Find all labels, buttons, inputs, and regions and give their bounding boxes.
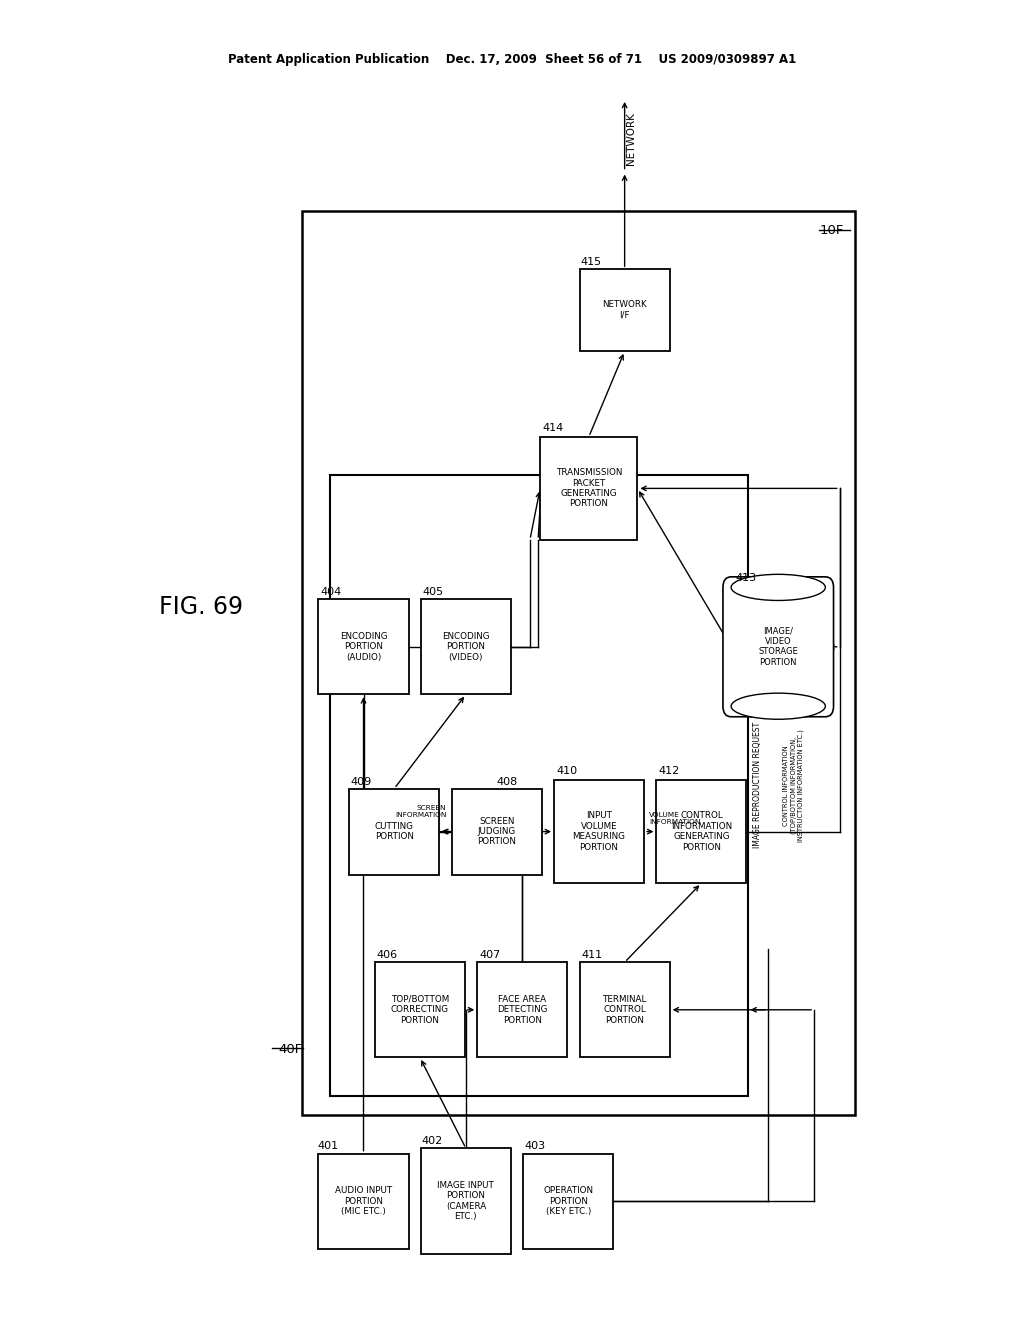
Text: 414: 414 (543, 422, 564, 433)
FancyBboxPatch shape (580, 962, 670, 1057)
Text: 413: 413 (735, 573, 757, 583)
FancyBboxPatch shape (452, 788, 542, 874)
Text: INPUT
VOLUME
MEASURING
PORTION: INPUT VOLUME MEASURING PORTION (572, 812, 626, 851)
Text: SCREEN
JUDGING
PORTION: SCREEN JUDGING PORTION (477, 817, 516, 846)
FancyBboxPatch shape (723, 577, 834, 717)
Text: ENCODING
PORTION
(AUDIO): ENCODING PORTION (AUDIO) (340, 632, 387, 661)
Text: 407: 407 (479, 949, 501, 960)
Text: 403: 403 (524, 1140, 546, 1151)
FancyBboxPatch shape (421, 599, 511, 694)
Text: 412: 412 (658, 766, 680, 776)
Text: ENCODING
PORTION
(VIDEO): ENCODING PORTION (VIDEO) (442, 632, 489, 661)
FancyBboxPatch shape (375, 962, 465, 1057)
Ellipse shape (731, 574, 825, 601)
Text: CUTTING
PORTION: CUTTING PORTION (375, 822, 414, 841)
Text: 411: 411 (582, 949, 603, 960)
Text: 406: 406 (377, 949, 398, 960)
FancyBboxPatch shape (349, 788, 439, 874)
Text: 409: 409 (350, 776, 372, 787)
Text: CONTROL INFORMATION
(TOP/BOTTOM INFORMATION,
INSTRUCTION INFORMATION ETC.): CONTROL INFORMATION (TOP/BOTTOM INFORMAT… (783, 729, 805, 842)
Text: 404: 404 (321, 586, 342, 597)
FancyBboxPatch shape (477, 962, 567, 1057)
Text: 40F: 40F (279, 1043, 303, 1056)
Text: Patent Application Publication    Dec. 17, 2009  Sheet 56 of 71    US 2009/03098: Patent Application Publication Dec. 17, … (228, 53, 796, 66)
Text: NETWORK
I/F: NETWORK I/F (602, 301, 647, 319)
Text: CONTROL
INFORMATION
GENERATING
PORTION: CONTROL INFORMATION GENERATING PORTION (671, 812, 732, 851)
FancyBboxPatch shape (318, 1154, 409, 1249)
Text: 410: 410 (556, 766, 578, 776)
Text: NETWORK: NETWORK (626, 112, 636, 165)
Text: 405: 405 (423, 586, 444, 597)
Text: 402: 402 (422, 1135, 443, 1146)
Text: TRANSMISSION
PACKET
GENERATING
PORTION: TRANSMISSION PACKET GENERATING PORTION (556, 469, 622, 508)
Text: 10F: 10F (819, 224, 844, 238)
Text: IMAGE INPUT
PORTION
(CAMERA
ETC.): IMAGE INPUT PORTION (CAMERA ETC.) (437, 1181, 495, 1221)
Text: TERMINAL
CONTROL
PORTION: TERMINAL CONTROL PORTION (602, 995, 647, 1024)
FancyBboxPatch shape (580, 269, 670, 351)
FancyBboxPatch shape (554, 780, 644, 883)
Text: IMAGE/
VIDEO
STORAGE
PORTION: IMAGE/ VIDEO STORAGE PORTION (759, 627, 798, 667)
Text: FACE AREA
DETECTING
PORTION: FACE AREA DETECTING PORTION (497, 995, 548, 1024)
Text: AUDIO INPUT
PORTION
(MIC ETC.): AUDIO INPUT PORTION (MIC ETC.) (335, 1187, 392, 1216)
Text: VOLUME
INFORMATION: VOLUME INFORMATION (649, 812, 700, 825)
FancyBboxPatch shape (421, 1148, 511, 1254)
FancyBboxPatch shape (523, 1154, 613, 1249)
Text: 401: 401 (317, 1140, 339, 1151)
FancyBboxPatch shape (541, 437, 637, 540)
Text: TOP/BOTTOM
CORRECTING
PORTION: TOP/BOTTOM CORRECTING PORTION (391, 995, 449, 1024)
Text: IMAGE REPRODUCTION REQUEST: IMAGE REPRODUCTION REQUEST (753, 722, 762, 849)
Ellipse shape (731, 693, 825, 719)
Text: 415: 415 (581, 256, 602, 267)
Text: OPERATION
PORTION
(KEY ETC.): OPERATION PORTION (KEY ETC.) (544, 1187, 593, 1216)
FancyBboxPatch shape (656, 780, 746, 883)
Text: SCREEN
INFORMATION: SCREEN INFORMATION (395, 805, 446, 818)
Text: 408: 408 (497, 776, 518, 787)
Text: FIG. 69: FIG. 69 (159, 595, 243, 619)
FancyBboxPatch shape (318, 599, 409, 694)
